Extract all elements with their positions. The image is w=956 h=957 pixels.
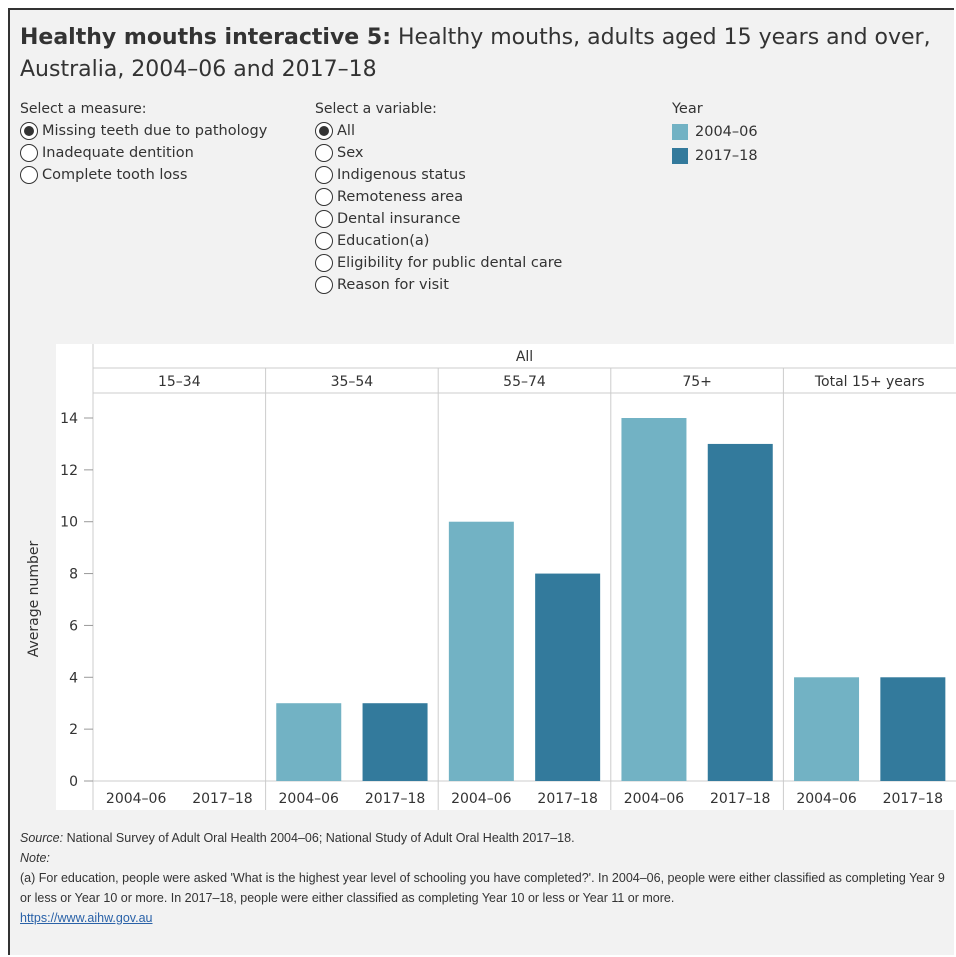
title-rest: Healthy mouths, adults aged 15 years and… (20, 25, 931, 82)
y-tick-label: 6 (69, 618, 78, 634)
x-tick-label: 2004–06 (106, 791, 167, 807)
radio-button[interactable] (315, 188, 333, 206)
radio-label: Dental insurance (337, 211, 461, 227)
x-tick-label: 2017–18 (365, 791, 425, 807)
radio-button[interactable] (315, 166, 333, 184)
y-tick-label: 2 (69, 722, 78, 738)
legend-swatch-2004-06 (672, 124, 688, 140)
radio-button[interactable] (315, 210, 333, 228)
radio-button[interactable] (315, 122, 333, 140)
source-text: National Survey of Adult Oral Health 200… (66, 831, 575, 845)
legend-label-2017-18: 2017–18 (695, 148, 758, 164)
title-bold: Healthy mouths interactive 5: (20, 25, 391, 50)
variable-label: Select a variable: (315, 101, 437, 117)
variable-option-eligibility-for-public-dental-care[interactable]: Eligibility for public dental care (315, 252, 562, 274)
radio-button[interactable] (20, 144, 38, 162)
bar (362, 703, 428, 781)
panel-label: Total 15+ years (814, 374, 925, 390)
radio-label: Sex (337, 145, 364, 161)
footer: Source: National Survey of Adult Oral He… (20, 828, 945, 928)
panel-label: 75+ (682, 374, 712, 390)
legend-title: Year (672, 101, 703, 117)
radio-label: All (337, 123, 355, 139)
variable-radio-group[interactable]: All Sex Indigenous status Remoteness area De… (315, 120, 562, 296)
variable-option-sex[interactable]: Sex (315, 142, 562, 164)
y-tick-label: 4 (69, 670, 78, 686)
measure-option-missing-teeth-due-to-pathology[interactable]: Missing teeth due to pathology (20, 120, 267, 142)
radio-label: Inadequate dentition (42, 145, 194, 161)
radio-button[interactable] (20, 122, 38, 140)
measure-option-complete-tooth-loss[interactable]: Complete tooth loss (20, 164, 267, 186)
radio-button[interactable] (315, 276, 333, 294)
bar (621, 418, 687, 781)
y-tick-label: 12 (60, 463, 78, 479)
radio-button[interactable] (315, 254, 333, 272)
x-tick-label: 2004–06 (451, 791, 512, 807)
bar (794, 677, 860, 781)
variable-option-education-a[interactable]: Education(a) (315, 230, 562, 252)
x-tick-label: 2004–06 (796, 791, 857, 807)
variable-option-all[interactable]: All (315, 120, 562, 142)
radio-button[interactable] (20, 166, 38, 184)
radio-label: Reason for visit (337, 277, 449, 293)
x-tick-label: 2004–06 (279, 791, 340, 807)
chart-header-all: All (516, 349, 533, 365)
note-text: (a) For education, people were asked 'Wh… (20, 871, 945, 905)
panel-label: 15–34 (158, 374, 201, 390)
radio-label: Remoteness area (337, 189, 464, 205)
x-tick-label: 2017–18 (192, 791, 252, 807)
radio-label: Eligibility for public dental care (337, 255, 563, 271)
note-label: Note: (20, 851, 50, 865)
x-tick-label: 2004–06 (624, 791, 685, 807)
legend-label-2004-06: 2004–06 (695, 124, 758, 140)
panel-label: 35–54 (331, 374, 374, 390)
bar (707, 443, 773, 781)
y-tick-label: 8 (69, 567, 78, 583)
y-tick-label: 10 (60, 515, 78, 531)
radio-button[interactable] (315, 144, 333, 162)
radio-label: Complete tooth loss (42, 167, 188, 183)
measure-label: Select a measure: (20, 101, 147, 117)
radio-label: Missing teeth due to pathology (42, 123, 268, 139)
legend-swatch-2017-18 (672, 148, 688, 164)
bar (880, 677, 946, 781)
source-line: Source: National Survey of Adult Oral He… (20, 828, 945, 848)
aihw-link[interactable]: https://www.aihw.gov.au (20, 911, 153, 925)
x-tick-label: 2017–18 (537, 791, 597, 807)
variable-option-dental-insurance[interactable]: Dental insurance (315, 208, 562, 230)
measure-radio-group[interactable]: Missing teeth due to pathology Inadequate… (20, 120, 267, 186)
page-title: Healthy mouths interactive 5: Healthy mo… (20, 22, 940, 86)
variable-option-indigenous-status[interactable]: Indigenous status (315, 164, 562, 186)
variable-option-reason-for-visit[interactable]: Reason for visit (315, 274, 562, 296)
radio-label: Indigenous status (337, 167, 466, 183)
x-tick-label: 2017–18 (710, 791, 770, 807)
y-tick-label: 0 (69, 774, 78, 790)
source-label: Source: (20, 831, 64, 845)
bar-chart: All Average number 0 2 4 6 8 10 12 14 15–34 2004–06… (26, 344, 956, 810)
radio-label: Education(a) (337, 233, 430, 249)
variable-option-remoteness-area[interactable]: Remoteness area (315, 186, 562, 208)
panel-label: 55–74 (503, 374, 546, 390)
bar (276, 703, 342, 781)
legend-item-2004-06[interactable]: 2004–06 (672, 122, 758, 142)
measure-option-inadequate-dentition[interactable]: Inadequate dentition (20, 142, 267, 164)
legend-item-2017-18[interactable]: 2017–18 (672, 146, 758, 166)
y-tick-label: 14 (60, 411, 78, 427)
bar (535, 573, 601, 781)
y-axis-label: Average number (26, 540, 42, 657)
bar (448, 521, 514, 781)
x-tick-label: 2017–18 (883, 791, 943, 807)
radio-button[interactable] (315, 232, 333, 250)
